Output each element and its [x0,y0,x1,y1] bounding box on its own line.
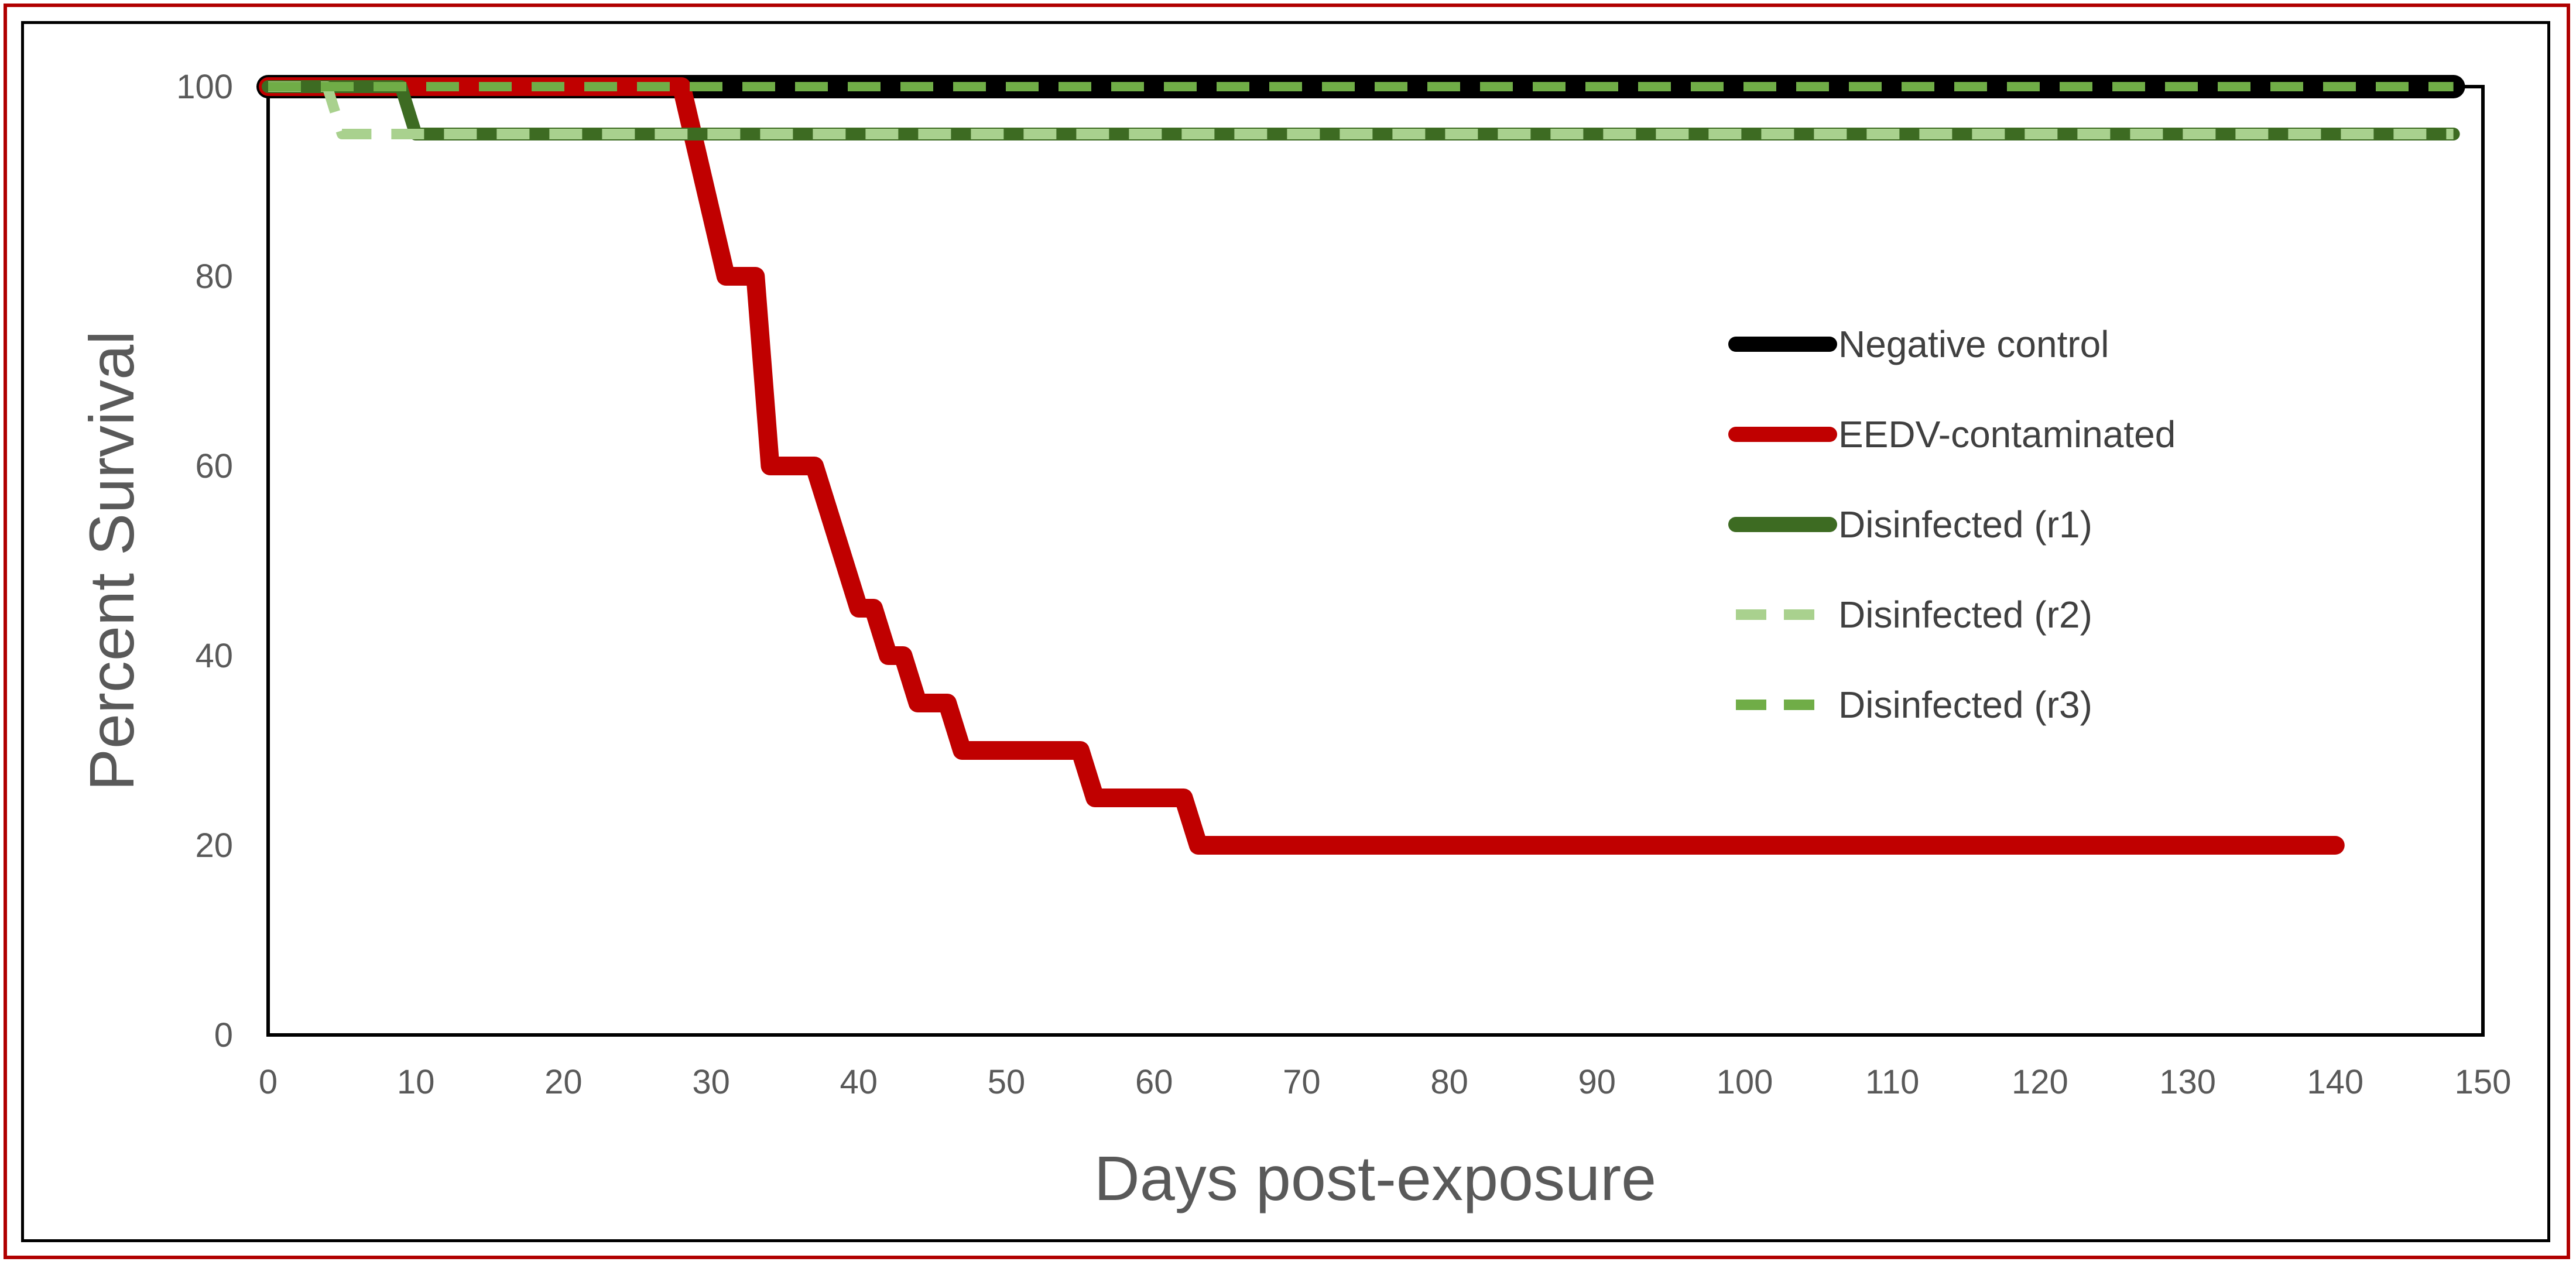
series-lines [256,75,2465,855]
legend-label: Disinfected (r3) [1838,684,2092,726]
legend: Negative control EEDV-contaminated Disinfe… [1728,323,2176,726]
y-axis-title: Percent Survival [76,331,147,791]
x-axis-title: Days post-exposure [1094,1143,1656,1213]
legend-label: Disinfected (r2) [1838,594,2092,636]
plot-area [266,85,2485,1037]
x-tick-label: 30 [692,1063,730,1101]
series-line-2 [259,77,2345,855]
x-tick-label: 130 [2159,1063,2216,1101]
x-tick-label: 20 [544,1063,583,1101]
x-tick-label: 10 [397,1063,435,1101]
y-tick-label: 100 [176,68,233,106]
x-tick-label: 110 [1865,1063,1919,1101]
legend-label: EEDV-contaminated [1838,413,2176,455]
legend-label: Negative control [1838,323,2109,365]
legend-label: Disinfected (r1) [1838,503,2092,546]
x-tick-label: 90 [1578,1063,1616,1101]
x-tick-label: 80 [1430,1063,1468,1101]
y-tick-labels: 0 20 40 60 80 100 [176,68,233,1054]
x-tick-label: 150 [2455,1063,2512,1101]
x-tick-label: 120 [2012,1063,2068,1101]
x-tick-label: 100 [1717,1063,1773,1101]
y-tick-label: 80 [195,258,233,296]
x-tick-label: 40 [840,1063,878,1101]
x-tick-label: 70 [1283,1063,1321,1101]
y-tick-label: 40 [195,637,233,675]
x-tick-label: 140 [2307,1063,2363,1101]
y-tick-label: 0 [214,1016,233,1054]
y-tick-label: 20 [195,827,233,865]
x-tick-label: 60 [1135,1063,1173,1101]
chart-border [21,21,2550,1242]
x-tick-label: 0 [259,1063,278,1101]
x-tick-labels: 0 10 20 30 40 50 60 70 80 90 100 110 120 130 140 150 [259,1063,2512,1101]
x-tick-label: 50 [988,1063,1026,1101]
y-tick-label: 60 [195,447,233,485]
